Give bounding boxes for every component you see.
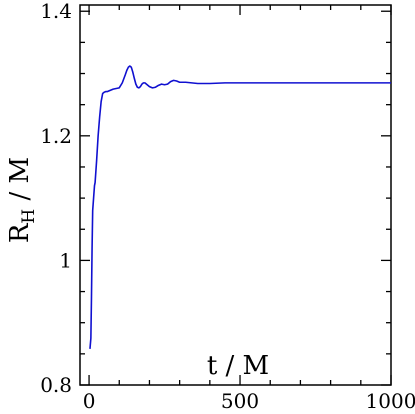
plot-frame <box>79 4 392 386</box>
y-axis-title-subscript: H <box>19 209 39 224</box>
axis-ticks <box>80 5 392 386</box>
y-axis-title-main: R <box>5 222 35 243</box>
y-tick-label: 1.2 <box>40 124 72 148</box>
series-line <box>89 65 391 349</box>
y-tick-label: 1 <box>59 248 72 272</box>
x-tick-label: 500 <box>221 389 259 413</box>
x-axis-title: t / M <box>207 351 269 381</box>
y-axis-title: RH / M <box>5 157 39 243</box>
y-tick-label: 1.4 <box>40 0 72 23</box>
axis-tick-labels: 0 500 1000 0.8 1 1.2 1.4 <box>40 0 415 413</box>
y-tick-label: 0.8 <box>40 373 72 397</box>
y-axis-title-suffix: / M <box>5 157 35 209</box>
x-tick-label: 0 <box>83 389 96 413</box>
x-tick-label: 1000 <box>366 389 415 413</box>
